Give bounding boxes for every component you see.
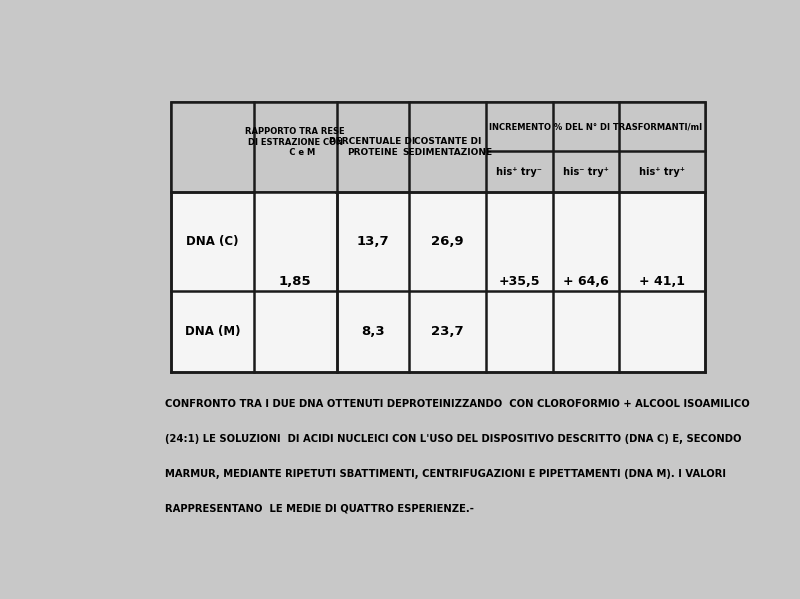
Text: his⁻ try⁺: his⁻ try⁺ bbox=[563, 167, 609, 177]
Text: INCREMENTO % DEL N° DI TRASFORMANTI/ml: INCREMENTO % DEL N° DI TRASFORMANTI/ml bbox=[489, 122, 702, 131]
Text: CONFRONTO TRA I DUE DNA OTTENUTI DEPROTEINIZZANDO  CON CLOROFORMIO + ALCOOL ISOA: CONFRONTO TRA I DUE DNA OTTENUTI DEPROTE… bbox=[165, 400, 750, 409]
Text: RAPPRESENTANO  LE MEDIE DI QUATTRO ESPERIENZE.-: RAPPRESENTANO LE MEDIE DI QUATTRO ESPERI… bbox=[165, 503, 474, 513]
Text: 13,7: 13,7 bbox=[356, 235, 389, 248]
Text: his⁺ try⁺: his⁺ try⁺ bbox=[639, 167, 685, 177]
Text: MARMUR, MEDIANTE RIPETUTI SBATTIMENTI, CENTRIFUGAZIONI E PIPETTAMENTI (DNA M). I: MARMUR, MEDIANTE RIPETUTI SBATTIMENTI, C… bbox=[165, 468, 726, 479]
Text: + 41,1: + 41,1 bbox=[639, 275, 685, 288]
Text: 1,85: 1,85 bbox=[279, 275, 311, 288]
Text: DNA (M): DNA (M) bbox=[185, 325, 240, 338]
Text: 23,7: 23,7 bbox=[431, 325, 463, 338]
Text: (24:1) LE SOLUZIONI  DI ACIDI NUCLEICI CON L'USO DEL DISPOSITIVO DESCRITTO (DNA : (24:1) LE SOLUZIONI DI ACIDI NUCLEICI CO… bbox=[165, 434, 742, 444]
Text: PERCENTUALE DI
PROTEINE: PERCENTUALE DI PROTEINE bbox=[330, 137, 416, 156]
Text: + 64,6: + 64,6 bbox=[563, 275, 609, 288]
Text: RAPPORTO TRA RESE
DI ESTRAZIONE CON
     C e M: RAPPORTO TRA RESE DI ESTRAZIONE CON C e … bbox=[246, 128, 345, 157]
Text: 26,9: 26,9 bbox=[431, 235, 463, 248]
Text: +35,5: +35,5 bbox=[498, 275, 540, 288]
Text: DNA (C): DNA (C) bbox=[186, 235, 239, 248]
Text: his⁺ try⁻: his⁺ try⁻ bbox=[496, 167, 542, 177]
Text: 8,3: 8,3 bbox=[361, 325, 384, 338]
Text: COSTANTE DI
SEDIMENTAZIONE: COSTANTE DI SEDIMENTAZIONE bbox=[402, 137, 492, 156]
